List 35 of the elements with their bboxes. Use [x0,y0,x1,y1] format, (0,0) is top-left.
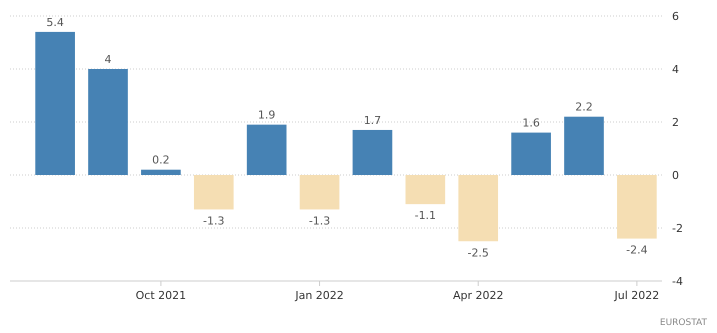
bar [141,170,181,175]
bar [35,32,75,175]
bar [246,124,286,175]
bar [88,69,128,175]
x-tick-label: Jul 2022 [613,289,660,302]
bar [458,175,498,242]
data-label: 0.2 [152,154,170,167]
text: EUROSTAT [660,318,708,328]
bar [406,175,446,204]
y-tick-label: 6 [672,10,679,23]
y-tick-label: 2 [672,116,679,129]
bar [352,130,392,175]
data-label: 1.9 [258,108,276,122]
data-label: -2.4 [626,244,648,257]
x-tick-label: Jan 2022 [294,289,344,302]
y-tick-label: 0 [672,168,679,182]
data-label: -2.5 [467,246,489,260]
data-label: 1.7 [364,114,382,127]
data-label: 2.2 [575,100,593,114]
y-tick-label: -2 [672,222,683,235]
data-label: -1.1 [414,209,436,222]
data-label: -1.3 [308,214,330,228]
data-label: 5.4 [46,16,64,29]
bar [617,175,657,239]
data-label: 1.6 [522,116,540,130]
x-tick-label: Apr 2022 [452,289,504,302]
y-tick-label: 4 [672,62,679,76]
y-tick-label: -4 [672,274,683,288]
bar [194,175,234,210]
data-label: -1.3 [203,214,225,228]
bar [300,175,340,210]
data-label: 4 [104,53,112,66]
bar [511,132,551,175]
bar [564,116,604,175]
x-tick-label: Oct 2021 [136,289,186,302]
